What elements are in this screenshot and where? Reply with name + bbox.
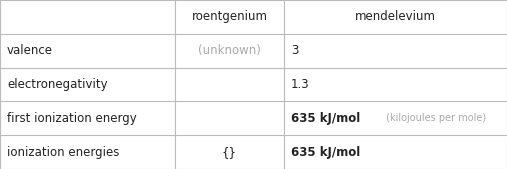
Text: first ionization energy: first ionization energy bbox=[7, 112, 137, 125]
Text: electronegativity: electronegativity bbox=[7, 78, 107, 91]
Text: (kilojoules per mole): (kilojoules per mole) bbox=[383, 113, 486, 123]
Text: 635 kJ/mol: 635 kJ/mol bbox=[291, 112, 360, 125]
Text: mendelevium: mendelevium bbox=[355, 10, 436, 23]
Text: roentgenium: roentgenium bbox=[192, 10, 267, 23]
Text: valence: valence bbox=[7, 44, 53, 57]
Text: ionization energies: ionization energies bbox=[7, 146, 119, 159]
Text: (unknown): (unknown) bbox=[198, 44, 261, 57]
Text: 635 kJ/mol: 635 kJ/mol bbox=[291, 146, 360, 159]
Text: {}: {} bbox=[222, 146, 237, 159]
Text: 1.3: 1.3 bbox=[291, 78, 310, 91]
Text: 3: 3 bbox=[291, 44, 298, 57]
